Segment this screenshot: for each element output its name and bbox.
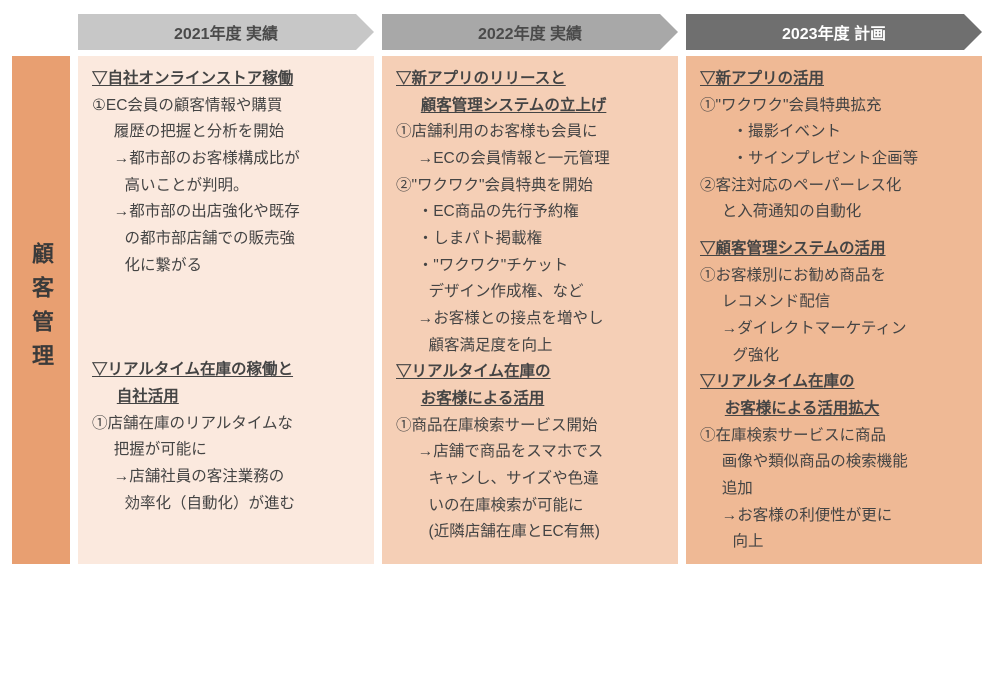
body-line: ・サインプレゼント企画等 (700, 146, 970, 173)
body-line: ①店舗在庫のリアルタイムな (92, 411, 362, 438)
body-line: ①商品在庫検索サービス開始 (396, 413, 666, 440)
body-line: ・しまパト掲載権 (396, 226, 666, 253)
body-line: 顧客満足度を向上 (396, 333, 666, 360)
corner-blank (12, 14, 70, 50)
section-heading: お客様による活用拡大 (700, 396, 970, 423)
body-line: ・"ワクワク"チケット (396, 253, 666, 280)
roadmap-grid: 2021年度 実績 2022年度 実績 2023年度 計画 顧客管理 ▽自社オン… (12, 14, 988, 564)
body-line: キャンし、サイズや色違 (396, 466, 666, 493)
body-line: →店舗で商品をスマホでス (396, 439, 666, 466)
section-heading: 顧客管理システムの立上げ (396, 93, 666, 120)
body-line: 把握が可能に (92, 437, 362, 464)
body-line: →ECの会員情報と一元管理 (396, 146, 666, 173)
body-line: →ダイレクトマーケティン (700, 316, 970, 343)
column-2021: ▽自社オンラインストア稼働 ①EC会員の顧客情報や購買 履歴の把握と分析を開始 … (78, 56, 374, 564)
gap (700, 226, 970, 236)
body-line: ②客注対応のペーパーレス化 (700, 173, 970, 200)
header-2022: 2022年度 実績 (382, 14, 678, 50)
body-line: 画像や類似商品の検索機能 (700, 449, 970, 476)
body-line: ①店舗利用のお客様も会員に (396, 119, 666, 146)
section-heading: 自社活用 (92, 384, 362, 411)
header-label: 2022年度 実績 (478, 20, 582, 44)
body-line: 高いことが判明。 (92, 173, 362, 200)
header-2021: 2021年度 実績 (78, 14, 374, 50)
body-line: いの在庫検索が可能に (396, 493, 666, 520)
body-line: 履歴の把握と分析を開始 (92, 119, 362, 146)
body-line: ①EC会員の顧客情報や購買 (92, 93, 362, 120)
body-line: ①お客様別にお勧め商品を (700, 263, 970, 290)
body-line: (近隣店舗在庫とEC有無) (396, 519, 666, 546)
body-line: 化に繋がる (92, 253, 362, 280)
body-line: ①"ワクワク"会員特典拡充 (700, 93, 970, 120)
body-line: ・EC商品の先行予約権 (396, 199, 666, 226)
header-label: 2021年度 実績 (174, 20, 278, 44)
body-line: →お客様との接点を増やし (396, 306, 666, 333)
section-heading: ▽自社オンラインストア稼働 (92, 66, 362, 93)
side-category-label: 顧客管理 (12, 56, 70, 564)
header-2023: 2023年度 計画 (686, 14, 982, 50)
body-line: グ強化 (700, 343, 970, 370)
header-label: 2023年度 計画 (782, 20, 886, 44)
body-line: ①在庫検索サービスに商品 (700, 423, 970, 450)
section-heading: ▽新アプリのリリースと (396, 66, 666, 93)
body-line: →都市部のお客様構成比が (92, 146, 362, 173)
body-line: ・撮影イベント (700, 119, 970, 146)
side-category-text: 顧客管理 (25, 242, 57, 378)
section-heading: ▽顧客管理システムの活用 (700, 236, 970, 263)
column-2023: ▽新アプリの活用 ①"ワクワク"会員特典拡充 ・撮影イベント ・サインプレゼント… (686, 56, 982, 564)
section-heading: ▽新アプリの活用 (700, 66, 970, 93)
column-2022: ▽新アプリのリリースと 顧客管理システムの立上げ ①店舗利用のお客様も会員に →… (382, 56, 678, 564)
body-line: デザイン作成権、など (396, 279, 666, 306)
body-line: →お客様の利便性が更に (700, 503, 970, 530)
body-line: の都市部店舗での販売強 (92, 226, 362, 253)
body-line: →都市部の出店強化や既存 (92, 199, 362, 226)
section-heading: お客様による活用 (396, 386, 666, 413)
section-heading: ▽リアルタイム在庫の (700, 369, 970, 396)
body-line: と入荷通知の自動化 (700, 199, 970, 226)
section-heading: ▽リアルタイム在庫の (396, 359, 666, 386)
body-line: →店舗社員の客注業務の (92, 464, 362, 491)
gap (92, 279, 362, 357)
body-line: 向上 (700, 529, 970, 556)
body-line: 効率化（自動化）が進む (92, 491, 362, 518)
body-line: 追加 (700, 476, 970, 503)
body-line: ②"ワクワク"会員特典を開始 (396, 173, 666, 200)
body-line: レコメンド配信 (700, 289, 970, 316)
section-heading: ▽リアルタイム在庫の稼働と (92, 357, 362, 384)
